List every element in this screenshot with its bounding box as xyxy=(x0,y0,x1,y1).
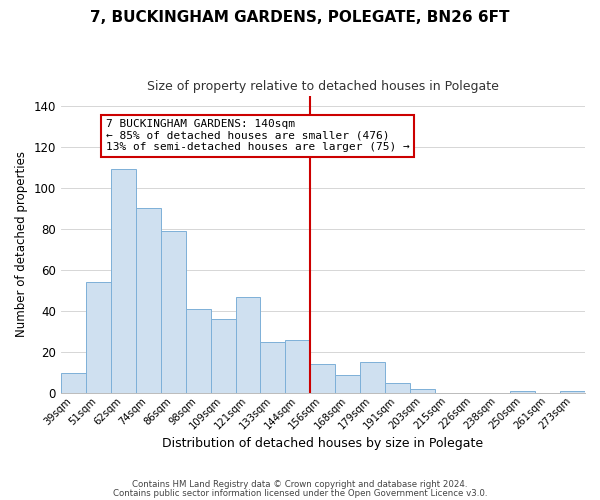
Text: 7 BUCKINGHAM GARDENS: 140sqm
← 85% of detached houses are smaller (476)
13% of s: 7 BUCKINGHAM GARDENS: 140sqm ← 85% of de… xyxy=(106,119,409,152)
Title: Size of property relative to detached houses in Polegate: Size of property relative to detached ho… xyxy=(147,80,499,93)
Text: Contains public sector information licensed under the Open Government Licence v3: Contains public sector information licen… xyxy=(113,490,487,498)
Bar xyxy=(86,282,111,393)
Bar xyxy=(161,231,185,393)
Bar xyxy=(361,362,385,393)
Text: 7, BUCKINGHAM GARDENS, POLEGATE, BN26 6FT: 7, BUCKINGHAM GARDENS, POLEGATE, BN26 6F… xyxy=(90,10,510,25)
Text: Contains HM Land Registry data © Crown copyright and database right 2024.: Contains HM Land Registry data © Crown c… xyxy=(132,480,468,489)
Bar xyxy=(185,309,211,393)
Bar xyxy=(560,391,585,393)
Bar xyxy=(260,342,286,393)
Bar xyxy=(510,391,535,393)
Bar xyxy=(410,389,435,393)
Bar xyxy=(310,364,335,393)
Bar xyxy=(136,208,161,393)
X-axis label: Distribution of detached houses by size in Polegate: Distribution of detached houses by size … xyxy=(163,437,484,450)
Bar xyxy=(61,372,86,393)
Bar xyxy=(211,319,236,393)
Y-axis label: Number of detached properties: Number of detached properties xyxy=(15,152,28,338)
Bar xyxy=(286,340,310,393)
Bar xyxy=(236,296,260,393)
Bar xyxy=(111,170,136,393)
Bar xyxy=(335,374,361,393)
Bar xyxy=(385,383,410,393)
